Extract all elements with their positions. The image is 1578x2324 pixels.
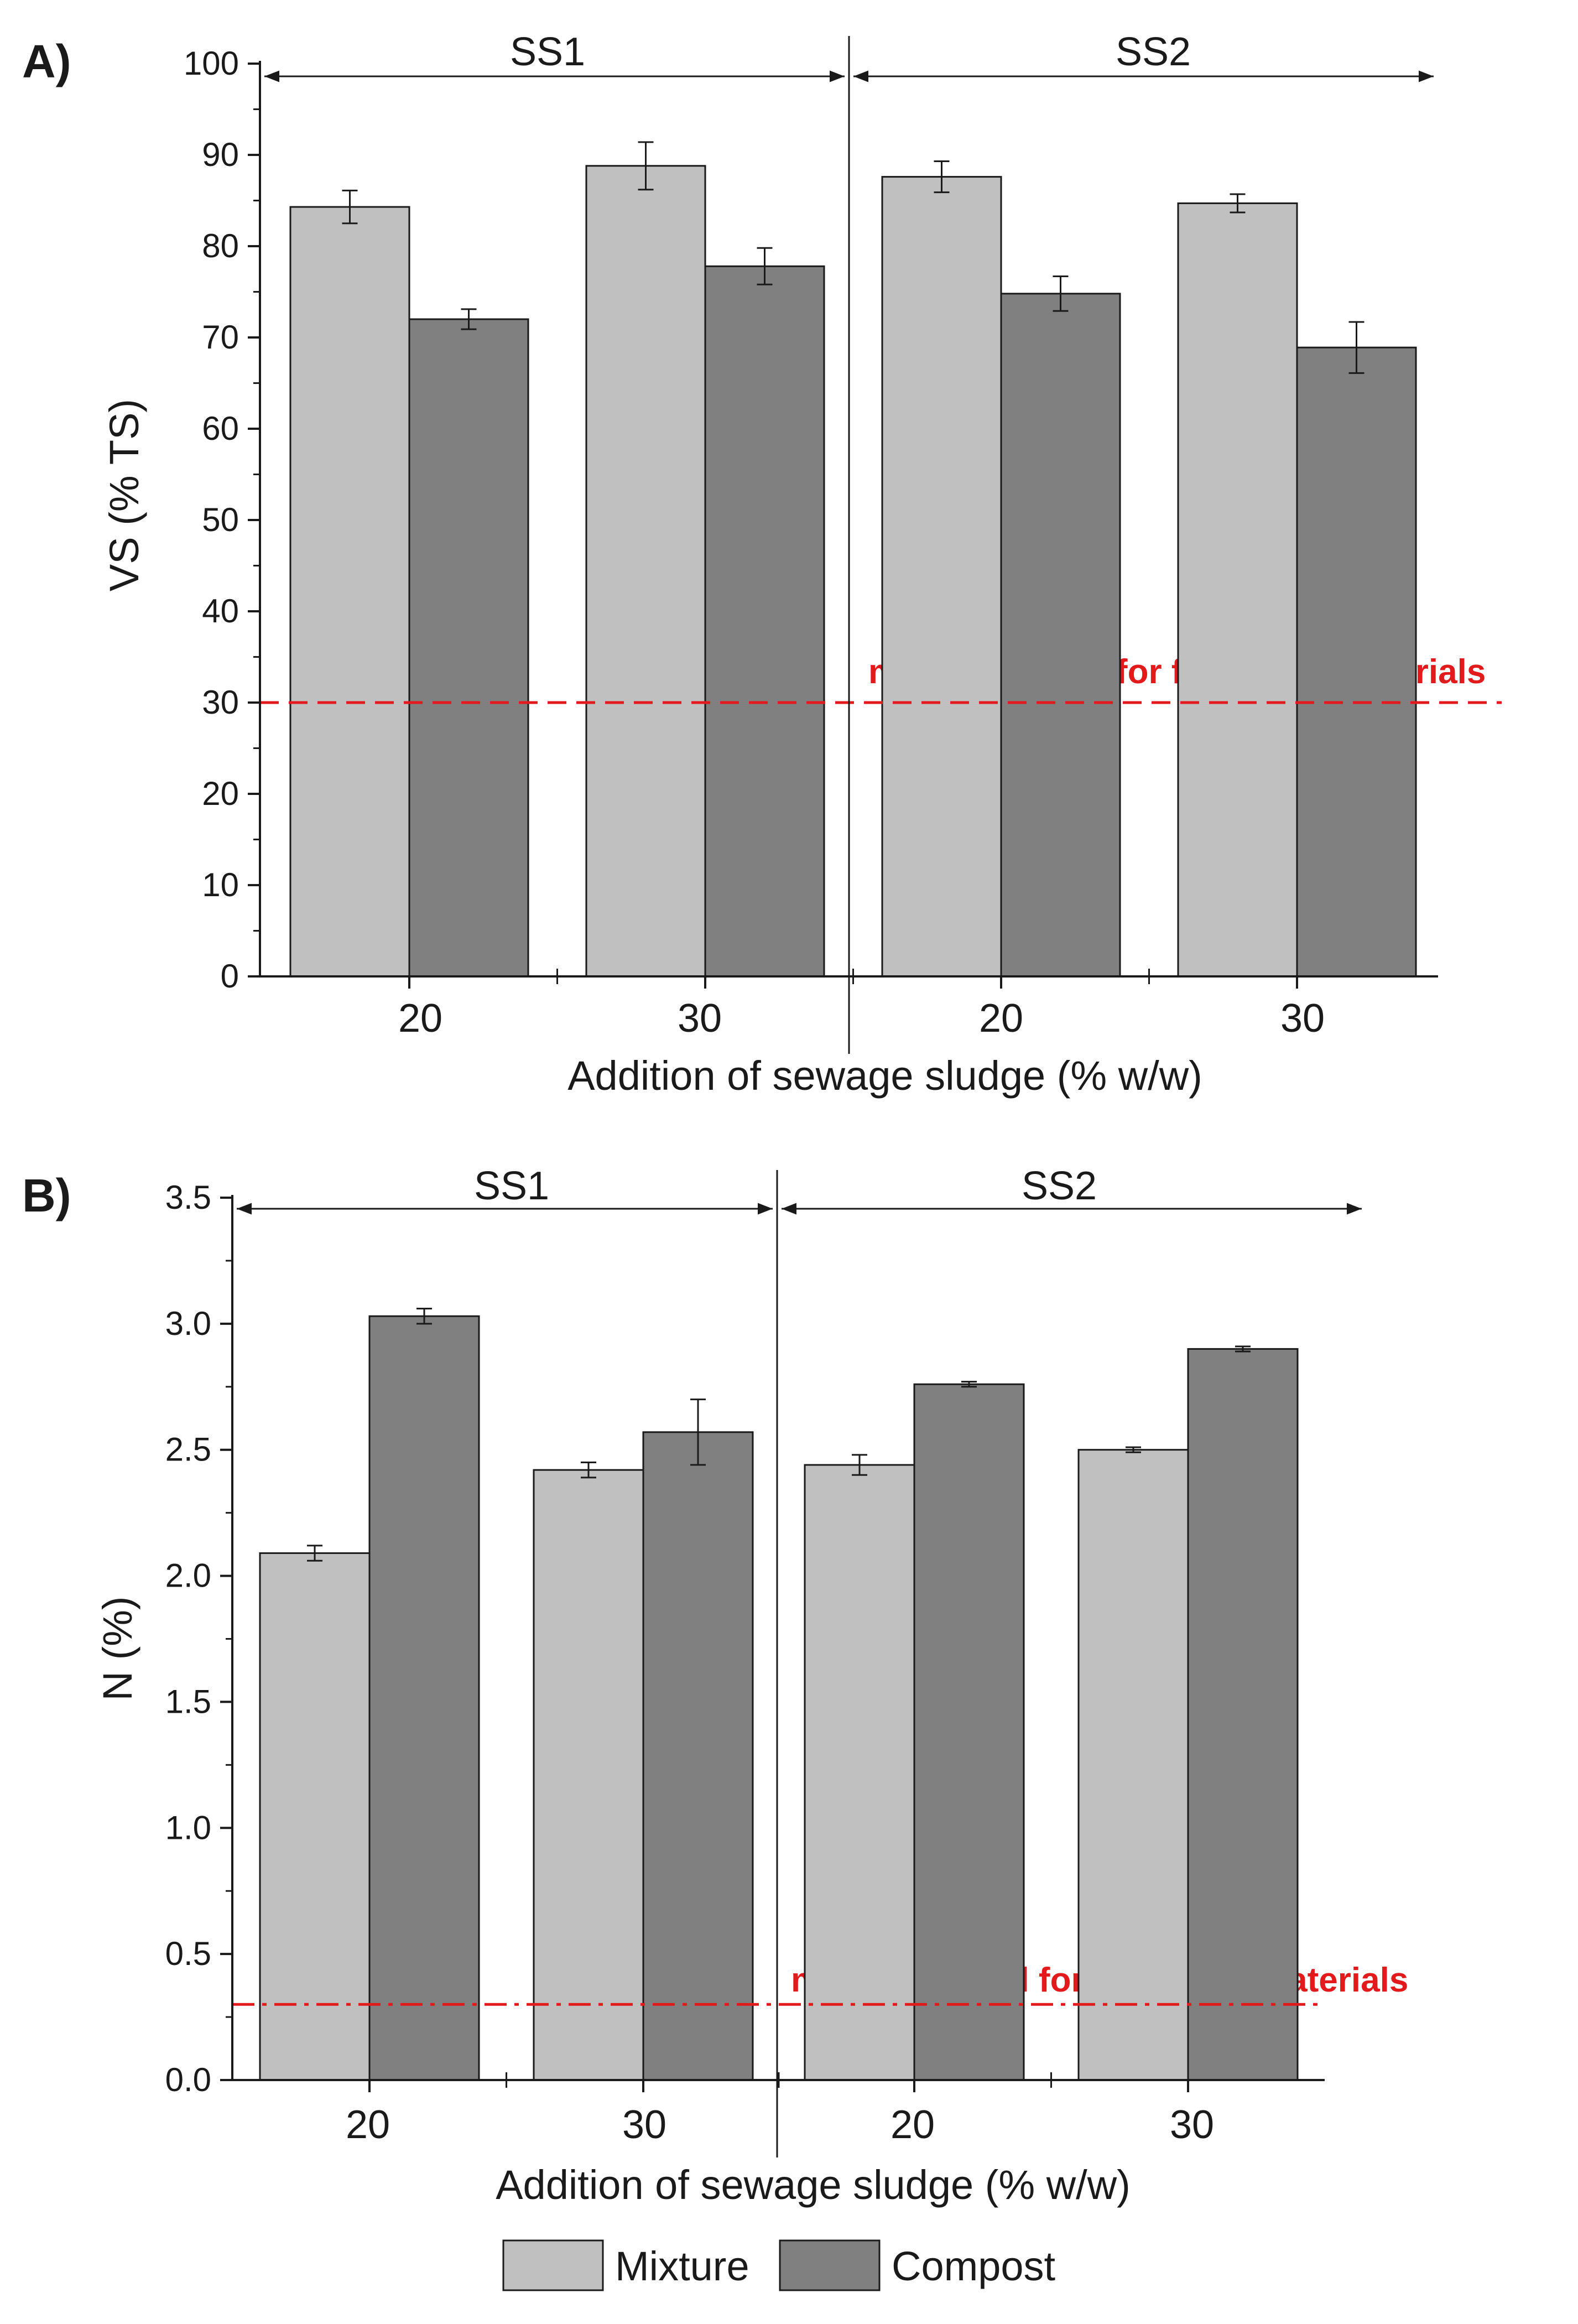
y-tick-label-b-3: 1.5 (165, 1683, 211, 1720)
y-tick-label-b-5: 2.5 (165, 1431, 211, 1468)
legend-swatch-mixture (502, 2239, 604, 2291)
y-tick-label-a-8: 80 (202, 227, 239, 264)
error-bar-mixture-b-4 (1126, 1446, 1141, 1453)
y-tick-label-b-0: 0.0 (165, 2061, 211, 2098)
y-tick-label-a-10: 100 (184, 45, 239, 82)
error-bar-compost-b-3 (961, 1381, 977, 1388)
bar-compost-b-1 (368, 1315, 480, 2081)
bar-mixture-b-4 (1077, 1449, 1189, 2081)
y-tick-label-b-2: 1.0 (165, 1809, 211, 1846)
y-tick-label-a-0: 0 (221, 958, 239, 995)
error-bar-mixture-a-1 (342, 189, 358, 225)
y-tick-label-a-7: 70 (202, 319, 239, 356)
category-label-b-3: 20 (890, 2103, 935, 2147)
error-bar-compost-b-1 (416, 1308, 432, 1325)
bar-mixture-a-2 (585, 165, 706, 978)
error-bar-mixture-a-2 (638, 141, 654, 191)
error-bar-compost-a-4 (1348, 321, 1365, 374)
error-bar-mixture-b-3 (852, 1454, 867, 1476)
panel-label-b: B) (22, 1169, 71, 1221)
error-bar-mixture-b-2 (581, 1462, 596, 1479)
category-label-a-4: 30 (1280, 996, 1325, 1041)
category-label-a-2: 30 (678, 996, 722, 1041)
group-label-ss1-b: SS1 (474, 1164, 549, 1208)
y-tick-label-b-6: 3.0 (165, 1305, 211, 1342)
error-bar-compost-b-2 (690, 1398, 706, 1466)
bar-compost-a-4 (1296, 346, 1417, 978)
chart-panel-a: A) VS (% TS) Addition of sewage sludge (… (22, 30, 1502, 1099)
panel-label-a: A) (22, 35, 71, 87)
y-tick-label-a-9: 90 (202, 136, 239, 173)
bar-compost-b-4 (1187, 1348, 1299, 2081)
y-tick-label-a-2: 20 (202, 775, 239, 812)
group-label-ss2-a: SS2 (1116, 30, 1191, 74)
category-label-b-1: 20 (346, 2103, 390, 2147)
category-label-b-4: 30 (1170, 2103, 1214, 2147)
bar-mixture-b-1 (259, 1552, 371, 2081)
error-bar-compost-a-3 (1053, 275, 1069, 312)
y-axis-title-a: VS (% TS) (101, 399, 147, 591)
y-tick-label-a-1: 10 (202, 866, 239, 903)
bar-compost-a-1 (408, 318, 529, 978)
bar-mixture-b-2 (533, 1469, 644, 2081)
x-axis-title-b: Addition of sewage sludge (% w/w) (496, 2162, 1131, 2208)
y-axis-title-b: N (%) (95, 1596, 140, 1701)
category-label-a-3: 20 (979, 996, 1023, 1041)
group-label-ss2-b: SS2 (1022, 1164, 1097, 1208)
bar-mixture-a-4 (1177, 202, 1298, 978)
legend-label-mixture: Mixture (615, 2243, 749, 2289)
error-bar-mixture-a-3 (934, 160, 950, 194)
category-label-b-2: 30 (622, 2103, 666, 2147)
x-axis-title-a: Addition of sewage sludge (% w/w) (567, 1053, 1202, 1099)
error-bar-compost-a-2 (757, 247, 773, 285)
y-tick-label-a-4: 40 (202, 592, 239, 630)
bar-compost-a-2 (704, 265, 825, 978)
legend-swatch-compost (779, 2239, 881, 2291)
y-tick-label-b-4: 2.0 (165, 1557, 211, 1594)
y-tick-label-b-7: 3.5 (165, 1179, 211, 1216)
bar-compost-b-3 (913, 1383, 1025, 2081)
bar-mixture-a-3 (881, 176, 1002, 978)
group-label-ss1-a: SS1 (510, 30, 585, 74)
category-label-a-1: 20 (398, 996, 442, 1041)
legend: Mixture Compost (502, 2239, 1056, 2291)
error-bar-mixture-b-1 (307, 1545, 322, 1562)
legend-label-compost: Compost (892, 2243, 1056, 2289)
y-tick-label-a-5: 50 (202, 501, 239, 538)
y-tick-label-b-1: 0.5 (165, 1935, 211, 1972)
bar-mixture-a-1 (289, 206, 410, 978)
y-tick-label-a-6: 60 (202, 410, 239, 447)
chart-panel-b: B) N (%) Addition of sewage sludge (% w/… (22, 1164, 1408, 2208)
error-bar-compost-a-1 (461, 308, 477, 330)
error-bar-compost-b-4 (1235, 1345, 1251, 1353)
bar-mixture-b-3 (804, 1464, 915, 2081)
bar-compost-a-3 (1000, 293, 1121, 978)
bar-compost-b-2 (642, 1431, 754, 2081)
error-bar-mixture-a-4 (1230, 193, 1246, 214)
y-tick-label-a-3: 30 (202, 684, 239, 721)
